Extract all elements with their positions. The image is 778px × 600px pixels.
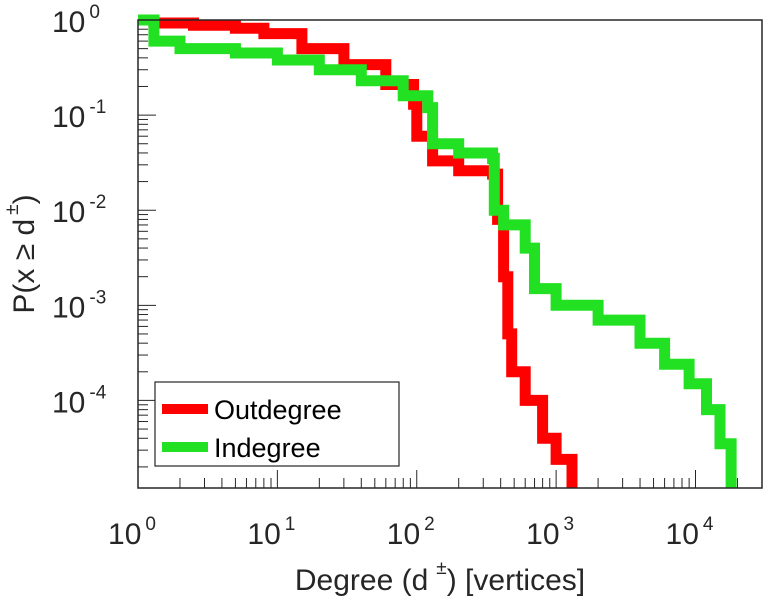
- x-tick-label: 10 4: [666, 514, 714, 551]
- x-axis-title: Degree (d ±) [vertices]: [295, 558, 585, 597]
- legend-label-outdegree: Outdegree: [214, 395, 342, 425]
- x-tick-labels: 10 0 10 1 10 2 10 3 10 4: [108, 514, 714, 551]
- y-tick-label: 10 -3: [52, 287, 106, 324]
- series-layer: [138, 14, 737, 488]
- y-tick-label: 10 -1: [52, 97, 106, 134]
- x-tick-label: 10 2: [387, 514, 435, 551]
- y-tick-label: 10 -4: [52, 382, 107, 419]
- legend-label-indegree: Indegree: [214, 433, 321, 463]
- y-tick-label: 10 -2: [52, 192, 106, 229]
- legend: Outdegree Indegree: [154, 381, 400, 467]
- y-tick-label: 10 0: [52, 2, 100, 39]
- x-tick-label: 10 3: [526, 514, 574, 551]
- series-line-outdegree: [138, 14, 578, 488]
- series-line-indegree: [138, 14, 737, 488]
- x-tick-label: 10 0: [108, 514, 156, 551]
- axes-frame: [137, 19, 763, 489]
- x-tick-label: 10 1: [247, 514, 295, 551]
- y-axis-title: P(x ≥ d±): [2, 194, 41, 313]
